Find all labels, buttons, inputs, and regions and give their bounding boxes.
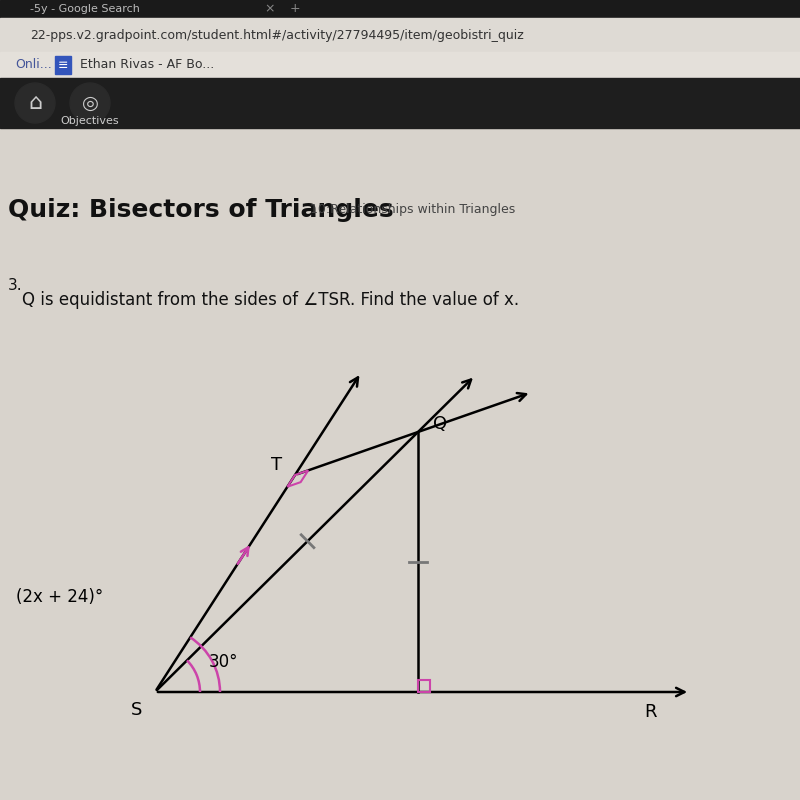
Bar [55, 56, 71, 74]
Text: Quiz: Bisectors of Triangles: Quiz: Bisectors of Triangles [8, 198, 394, 222]
Circle shape [70, 83, 110, 123]
Text: Ethan Rivas - AF Bo...: Ethan Rivas - AF Bo... [80, 58, 214, 71]
Text: 22-pps.v2.gradpoint.com/student.html#/activity/27794495/item/geobistri_quiz: 22-pps.v2.gradpoint.com/student.html#/ac… [30, 29, 524, 42]
Text: +: + [290, 2, 300, 15]
Text: Q: Q [433, 415, 447, 433]
Bar [0, 52, 800, 78]
Text: Objectives: Objectives [61, 116, 119, 126]
Text: ×: × [265, 2, 275, 15]
Bar [0, 128, 800, 800]
Text: ◎: ◎ [82, 94, 98, 113]
Text: (2x + 24)°: (2x + 24)° [16, 588, 104, 606]
Bar [0, 78, 800, 128]
Text: R: R [644, 703, 656, 721]
Text: 10:Relationships within Triangles: 10:Relationships within Triangles [310, 203, 515, 217]
Text: Onli...: Onli... [15, 58, 52, 71]
Text: -5y - Google Search: -5y - Google Search [30, 4, 140, 14]
Text: ≡: ≡ [58, 58, 68, 71]
Text: T: T [271, 456, 282, 474]
Text: S: S [131, 701, 142, 719]
Text: 3.: 3. [8, 278, 22, 293]
Text: ⌂: ⌂ [28, 93, 42, 113]
Bar [0, 0, 800, 18]
Text: Q is equidistant from the sides of ∠TSR. Find the value of x.: Q is equidistant from the sides of ∠TSR.… [22, 291, 519, 309]
Bar [0, 18, 800, 52]
Text: 30°: 30° [208, 653, 238, 671]
Circle shape [15, 83, 55, 123]
